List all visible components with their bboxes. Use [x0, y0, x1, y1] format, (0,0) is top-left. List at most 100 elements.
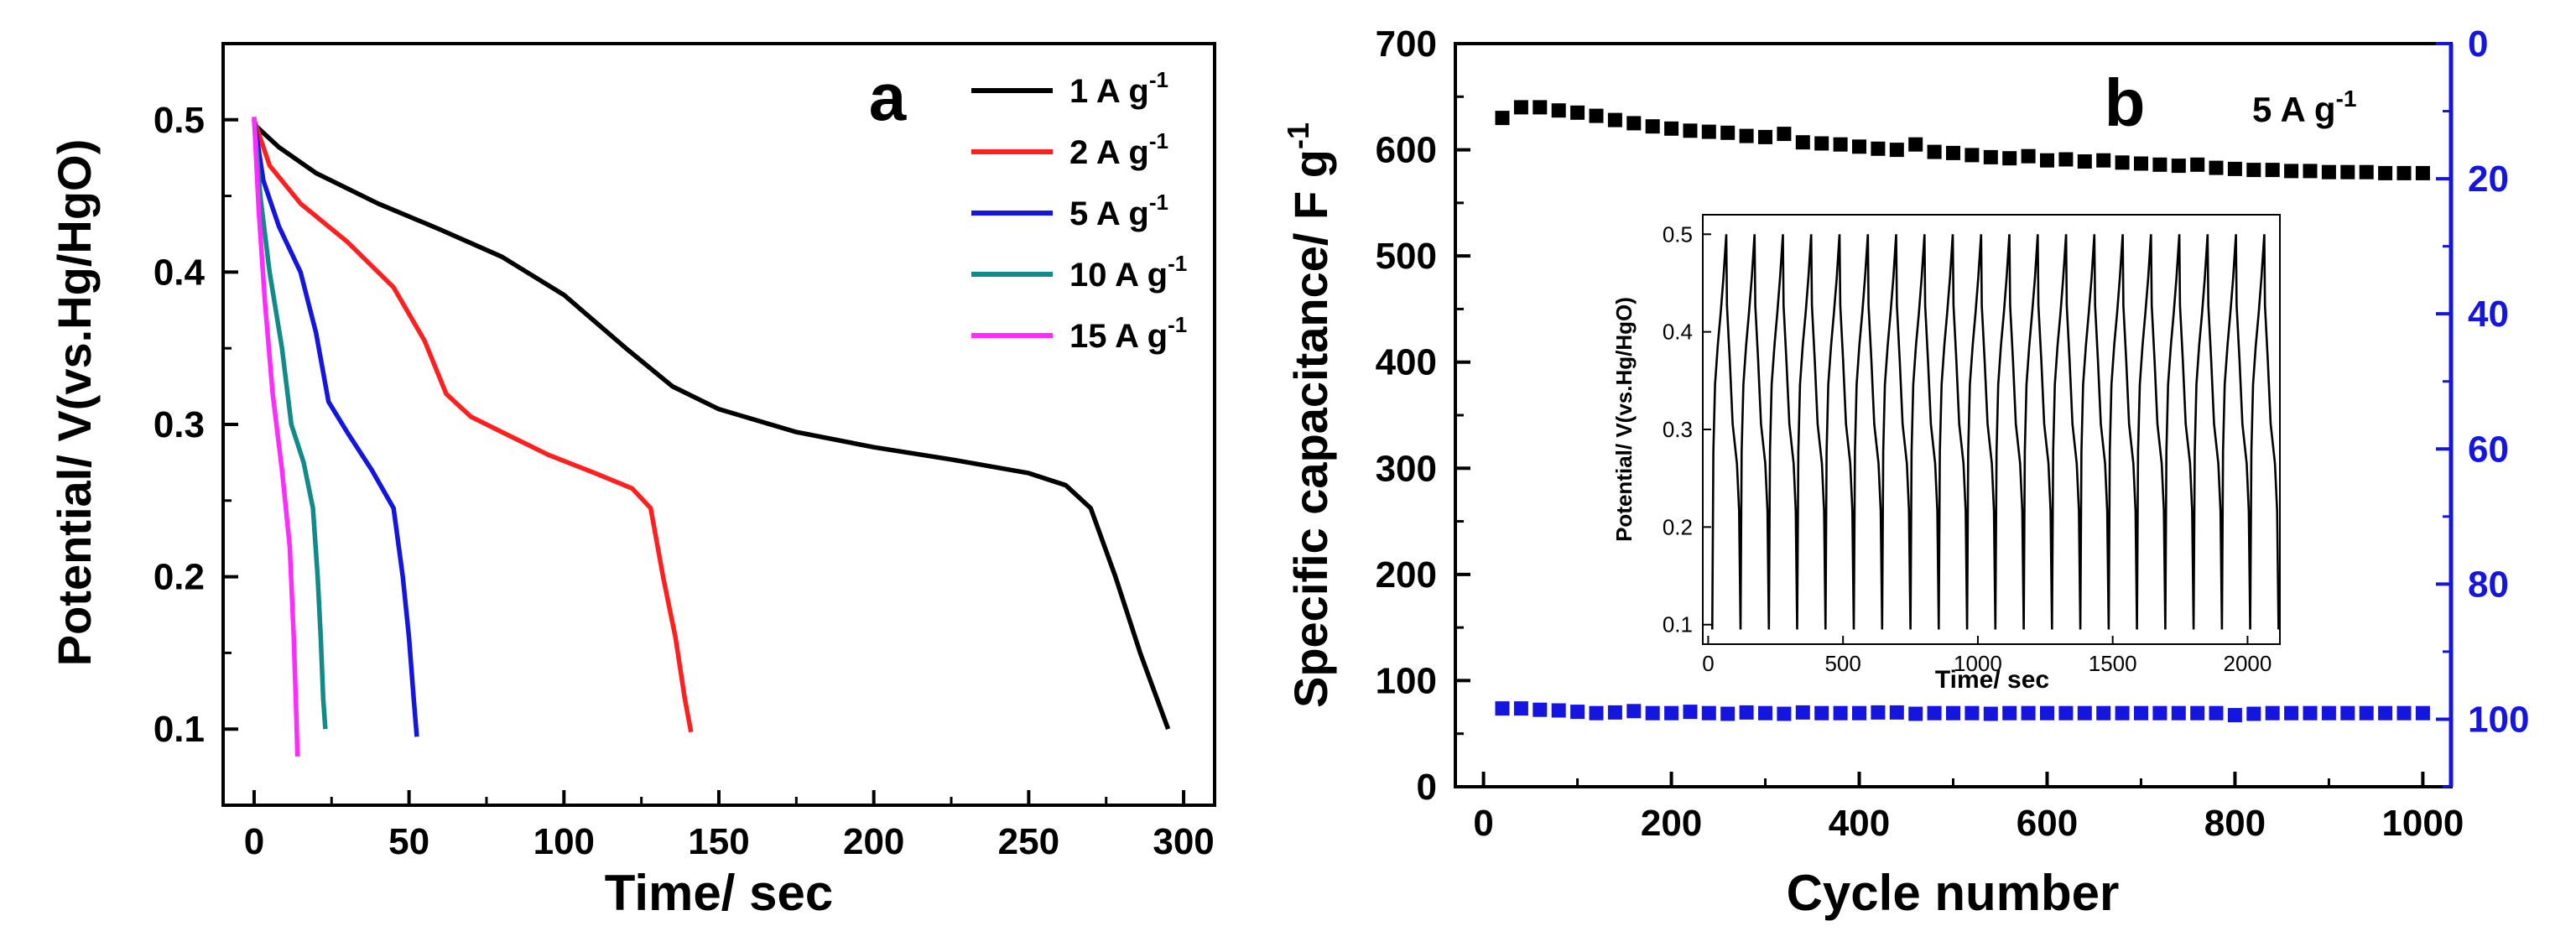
plot-frame-a: [221, 42, 1216, 807]
capacitance-point: [2396, 165, 2412, 180]
y-tick-label-a: 0.5: [154, 100, 205, 141]
legend-label-sup: -1: [1168, 251, 1187, 276]
x-tick-label-a: 300: [1153, 821, 1214, 862]
y-tick-label-b: 200: [1376, 554, 1437, 596]
y2-tick-label-b: 60: [2468, 429, 2509, 470]
series-line-2: [252, 118, 694, 733]
efficiency-point: [2378, 705, 2393, 721]
efficiency-point: [1758, 705, 1772, 721]
inset-y-tick-label: 0.2: [1663, 514, 1693, 539]
y-tick-label-a: 0.1: [154, 709, 205, 750]
efficiency-point: [2171, 705, 2186, 721]
series-line-5: [252, 117, 300, 757]
efficiency-point: [2096, 705, 2111, 721]
tick-labels-a: 0 50 100 150 200 250 300 0.1 0.2 0.3 0.4 0.5: [154, 100, 1215, 862]
y2-tick-label-b: 80: [2468, 564, 2509, 605]
y-axis-label-b: Specific capacitance/ F g-1: [1281, 122, 1337, 708]
legend-label-2: 2 A g-1: [1069, 128, 1168, 171]
efficiency-point: [1645, 705, 1660, 721]
annotation-b-sup: -1: [2336, 86, 2357, 112]
y-tick-label-b: 500: [1376, 236, 1437, 277]
inset-x-tick-label: 1000: [1954, 651, 2002, 676]
legend-label-main: 5 A g: [1069, 195, 1149, 232]
efficiency-point: [2134, 705, 2148, 721]
efficiency-point: [2284, 705, 2299, 721]
y-axis-label-b-main: Specific capacitance/ F g: [1284, 149, 1337, 708]
panel-a-chart: 0 50 100 150 200 250 300 0.1 0.2 0.3 0.4 0.5 Time/ …: [48, 42, 1216, 921]
x-tick-label-a: 0: [244, 821, 264, 862]
capacitance-point: [1664, 121, 1679, 136]
capacitance-point: [1513, 100, 1528, 115]
efficiency-point: [1533, 702, 1548, 717]
efficiency-point: [1683, 705, 1698, 720]
axis-ticks-b: [1455, 42, 2425, 788]
inset-y-tick-label: 0.4: [1663, 320, 1693, 345]
legend-label-main: 10 A g: [1069, 257, 1168, 294]
right-axis-ticks-b: 0 20 40 60 80 100: [2436, 23, 2529, 788]
efficiency-point: [2058, 705, 2074, 721]
y-tick-label-b: 0: [1417, 767, 1437, 808]
capacitance-point: [1570, 105, 1585, 120]
axis-ticks-a: [223, 117, 1186, 807]
efficiency-point: [2077, 705, 2092, 721]
capacitance-point: [2190, 157, 2205, 172]
capacitance-point: [2152, 157, 2167, 172]
capacitance-point: [2209, 160, 2224, 175]
efficiency-point: [2021, 705, 2036, 721]
capacitance-point: [1607, 112, 1622, 127]
x-tick-label-a: 150: [688, 821, 749, 862]
capacitance-point: [2096, 153, 2111, 168]
capacitance-point: [2040, 153, 2054, 168]
inset-x-tick-label: 2000: [2223, 651, 2272, 676]
inset-y-axis-label: Potential/ V(vs.Hg/HgO): [1611, 297, 1637, 542]
efficiency-point: [1495, 701, 1510, 716]
x-tick-label-b: 400: [1829, 803, 1890, 844]
x-axis-label-a: Time/ sec: [605, 865, 833, 921]
efficiency-point: [1946, 705, 1960, 721]
capacitance-point: [1814, 136, 1829, 151]
efficiency-point: [2303, 705, 2318, 721]
capacitance-point: [2246, 163, 2261, 178]
efficiency-point: [1777, 706, 1792, 721]
panel-label-b: b: [2105, 65, 2146, 140]
efficiency-point: [1983, 706, 1998, 721]
tick-labels-b: 0 200 400 600 800 1000 0 100 200 300 400 500 600 700: [1376, 23, 2464, 844]
capacitance-point: [1533, 100, 1548, 115]
efficiency-point: [2265, 705, 2280, 721]
capacitance-point: [1777, 127, 1792, 142]
capacitance-point: [2077, 154, 2092, 169]
series-lines-a: [252, 117, 1171, 757]
capacitance-point: [2134, 156, 2148, 171]
capacitance-point: [2415, 165, 2430, 180]
inset-y-tick-label: 0.5: [1663, 221, 1693, 247]
capacitance-point: [2227, 161, 2242, 176]
capacitance-point: [2058, 152, 2074, 167]
inset-y-tick-label: 0.1: [1663, 612, 1693, 637]
efficiency-point: [1965, 705, 1980, 721]
legend-label-sup: -1: [1149, 67, 1168, 92]
efficiency-point: [1739, 705, 1754, 720]
capacitance-point: [1833, 137, 1848, 152]
y-tick-label-b: 300: [1376, 448, 1437, 489]
efficiency-point: [2115, 705, 2130, 721]
efficiency-point: [1908, 706, 1923, 721]
efficiency-point: [1871, 705, 1886, 720]
inset-x-tick-label: 500: [1824, 651, 1860, 676]
efficiency-point: [1889, 705, 1904, 720]
efficiency-point: [2190, 705, 2205, 721]
legend-label-4: 10 A g-1: [1069, 251, 1187, 294]
annotation-b-main: 5 A g: [2252, 90, 2336, 129]
series-line-4: [252, 119, 328, 730]
series-line-3: [252, 119, 419, 737]
capacitance-point: [1927, 144, 1942, 159]
legend-label-sup: -1: [1149, 190, 1168, 215]
efficiency-point: [2340, 705, 2355, 721]
capacitance-point: [1983, 149, 1998, 164]
inset-x-tick-label: 1500: [2089, 651, 2137, 676]
y-axis-label-a: Potential/ V(vs.Hg/HgO): [48, 139, 101, 667]
y2-tick-label-b: 0: [2468, 23, 2488, 65]
capacitance-point: [2171, 159, 2186, 174]
capacitance-point: [2378, 165, 2393, 180]
capacitance-point: [2303, 164, 2318, 179]
inset-x-tick-label: 0: [1702, 651, 1714, 676]
